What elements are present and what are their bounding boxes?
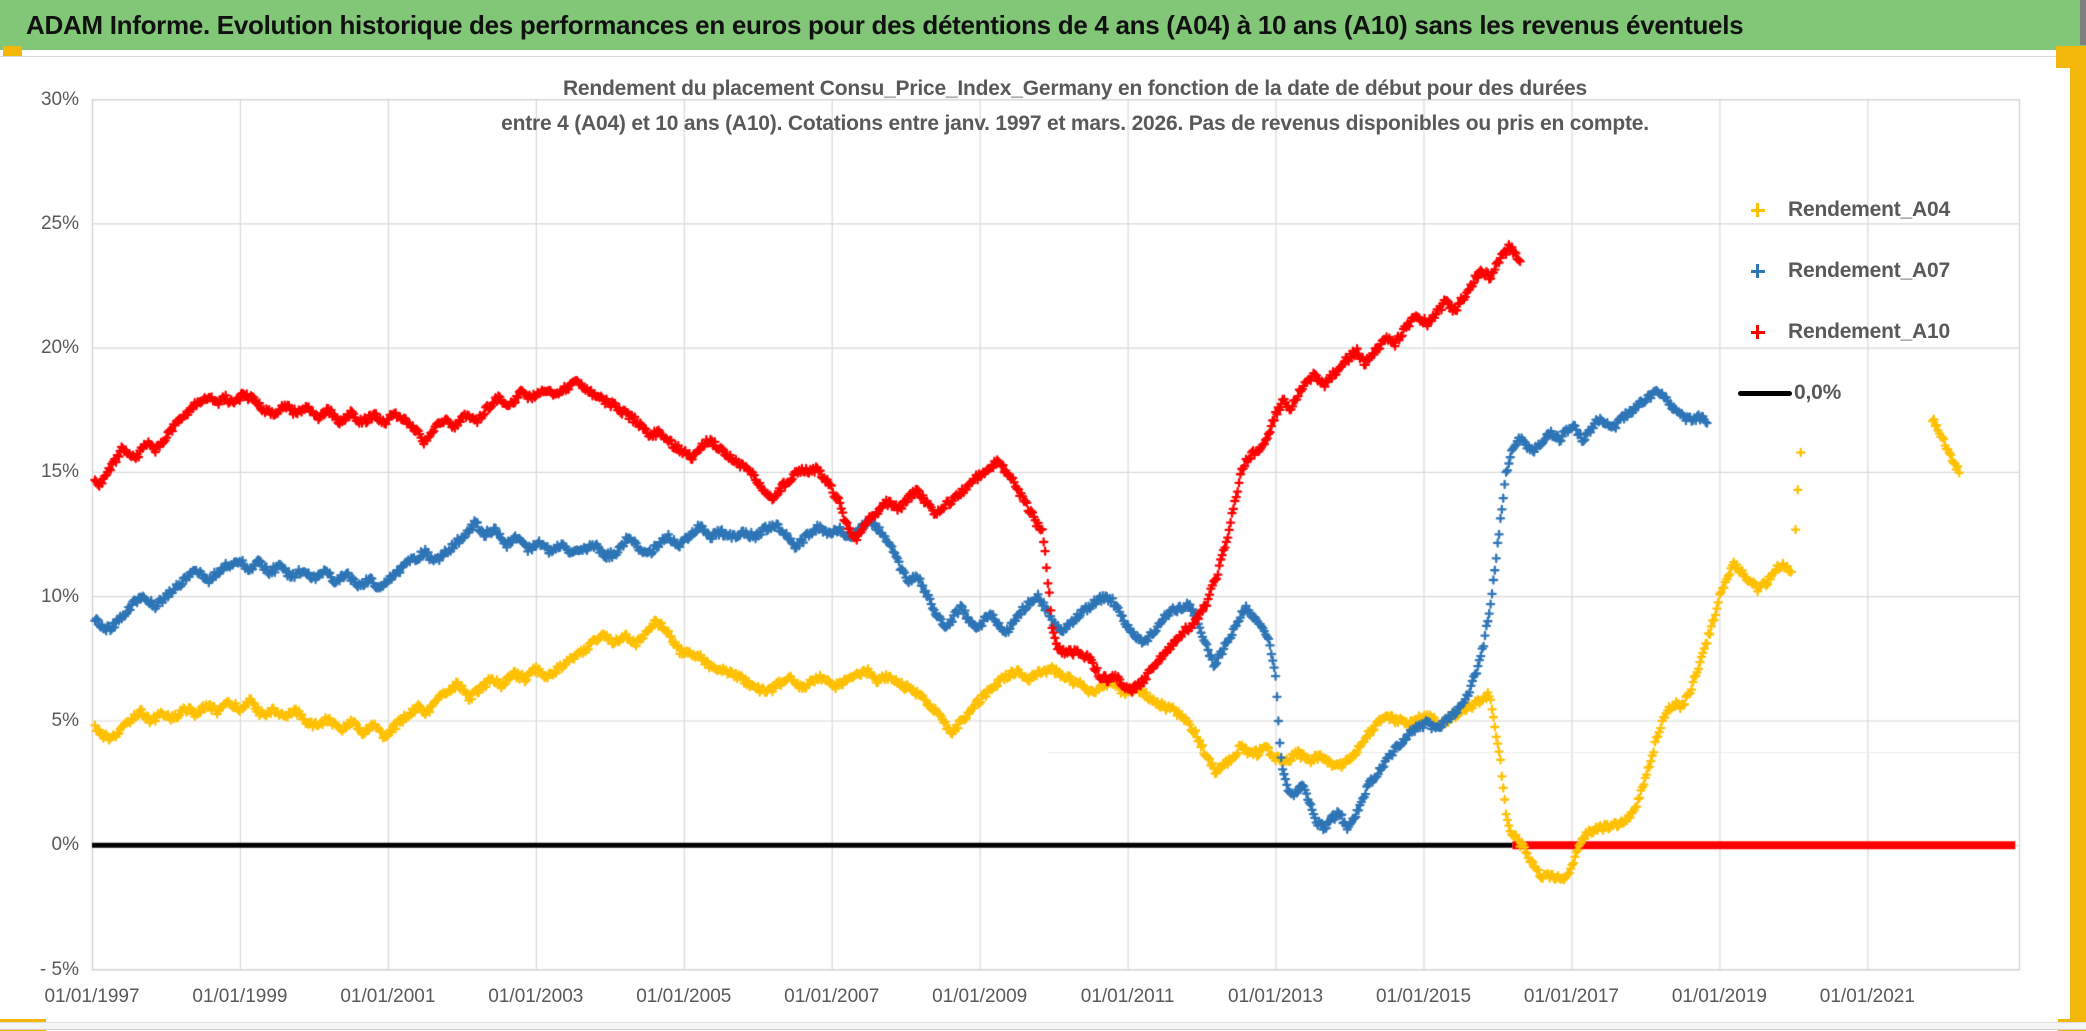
y-axis-tick-label: 15% bbox=[40, 461, 79, 483]
x-axis-tick-label: 01/01/2015 bbox=[1375, 986, 1472, 1007]
gold-tab-top-left bbox=[3, 46, 22, 56]
x-axis-tick-label: 01/01/2017 bbox=[1523, 986, 1619, 1007]
x-axis-tick-label: 01/01/1999 bbox=[192, 986, 288, 1007]
y-axis-tick-label: 30% bbox=[40, 88, 79, 110]
top-divider bbox=[0, 56, 2058, 57]
bottom-divider-1 bbox=[0, 1022, 2086, 1023]
x-axis-tick-label: 01/01/2005 bbox=[636, 986, 732, 1007]
x-axis-tick-label: 01/01/2019 bbox=[1671, 986, 1767, 1007]
y-axis-tick-label: 0% bbox=[51, 834, 79, 856]
plus-marker-icon bbox=[1738, 257, 1768, 285]
legend-item-rendement-a07[interactable]: Rendement_A07 bbox=[1738, 257, 2038, 285]
zero-line-swatch-icon bbox=[1738, 390, 1792, 396]
plus-marker-icon bbox=[1738, 196, 1768, 224]
x-axis-tick-label: 01/01/1997 bbox=[44, 986, 140, 1007]
gold-bar-right bbox=[2070, 46, 2086, 1031]
x-axis-tick-label: 01/01/2021 bbox=[1819, 986, 1915, 1007]
y-axis-tick-label: - 5% bbox=[39, 958, 79, 980]
legend-item-rendement-a10[interactable]: Rendement_A10 bbox=[1738, 318, 2038, 346]
legend-label: 0,0% bbox=[1794, 381, 1842, 404]
y-axis-tick-label: 10% bbox=[40, 585, 79, 607]
chart-title-line2: entre 4 (A04) et 10 ans (A10). Cotations… bbox=[501, 112, 1649, 135]
x-axis-tick-label: 01/01/2013 bbox=[1228, 986, 1324, 1007]
legend-label: Rendement_A10 bbox=[1788, 320, 1950, 343]
legend-item-rendement-a04[interactable]: Rendement_A04 bbox=[1738, 196, 2038, 224]
legend-item-0-0-[interactable]: 0,0% bbox=[1738, 379, 2038, 407]
plus-marker-icon bbox=[1738, 318, 1768, 346]
chart-title-line1: Rendement du placement Consu_Price_Index… bbox=[562, 77, 1588, 100]
x-axis-tick-label: 01/01/2003 bbox=[488, 986, 584, 1007]
bottom-strip bbox=[0, 1023, 2086, 1029]
page-title: ADAM Informe. Evolution historique des p… bbox=[26, 9, 1744, 40]
x-axis-tick-label: 01/01/2007 bbox=[784, 986, 880, 1007]
x-axis-tick-label: 01/01/2009 bbox=[932, 986, 1028, 1007]
legend-label: Rendement_A07 bbox=[1788, 259, 1950, 282]
x-axis-tick-label: 01/01/2001 bbox=[340, 986, 436, 1007]
legend-label: Rendement_A04 bbox=[1788, 198, 1950, 221]
header-corner-sliver bbox=[2080, 0, 2086, 45]
y-axis-tick-label: 25% bbox=[40, 212, 79, 234]
x-axis-tick-label: 01/01/2011 bbox=[1080, 986, 1175, 1007]
bottom-divider-2 bbox=[0, 1029, 2086, 1030]
y-axis-tick-label: 20% bbox=[40, 337, 79, 359]
header-banner: ADAM Informe. Evolution historique des p… bbox=[0, 0, 2086, 50]
y-axis-tick-label: 5% bbox=[51, 710, 79, 731]
